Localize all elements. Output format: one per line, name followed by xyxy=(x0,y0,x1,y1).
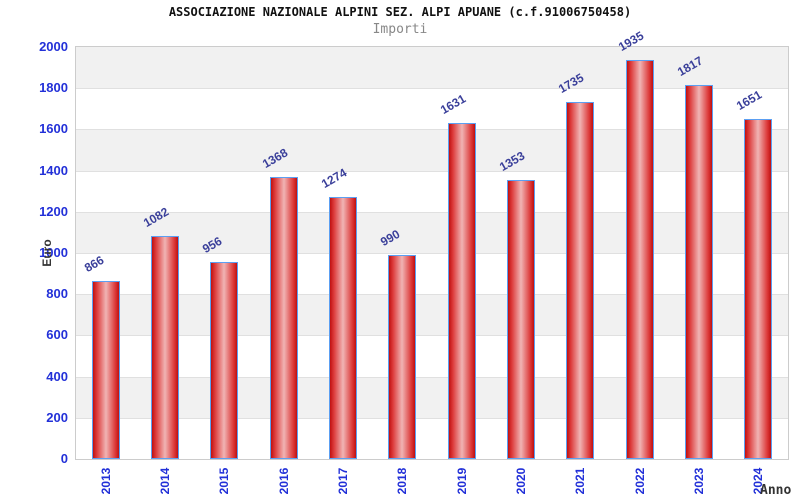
x-tick-2023: 2023 xyxy=(692,467,706,495)
x-tick-2021: 2021 xyxy=(573,467,587,495)
grid-band xyxy=(76,376,788,418)
grid-band xyxy=(76,253,788,295)
gridline xyxy=(76,377,788,378)
chart-title: ASSOCIAZIONE NAZIONALE ALPINI SEZ. ALPI … xyxy=(168,5,632,19)
grid-band xyxy=(76,170,788,212)
gridline xyxy=(76,171,788,172)
bar-2023 xyxy=(685,85,713,459)
y-tick-1200: 1200 xyxy=(39,204,68,219)
x-tick-2020: 2020 xyxy=(514,467,528,495)
x-tick-2016: 2016 xyxy=(277,467,291,495)
y-tick-1800: 1800 xyxy=(39,80,68,95)
x-tick-2017: 2017 xyxy=(336,467,350,495)
grid-band xyxy=(76,129,788,171)
x-tick-2015: 2015 xyxy=(217,467,231,495)
bar-2020 xyxy=(507,180,535,459)
grid-band xyxy=(76,335,788,377)
gridline xyxy=(76,129,788,130)
y-tick-2000: 2000 xyxy=(39,39,68,54)
bar-2014 xyxy=(151,236,179,459)
y-tick-1000: 1000 xyxy=(39,245,68,260)
grid-band xyxy=(76,294,788,336)
bar-2016 xyxy=(270,177,298,459)
bar-2021 xyxy=(566,102,594,459)
gridline xyxy=(76,212,788,213)
x-tick-2022: 2022 xyxy=(633,467,647,495)
x-tick-2018: 2018 xyxy=(395,467,409,495)
gridline xyxy=(76,253,788,254)
gridline xyxy=(76,335,788,336)
x-tick-2013: 2013 xyxy=(99,467,113,495)
y-tick-800: 800 xyxy=(46,286,68,301)
bar-2018 xyxy=(388,255,416,459)
bar-2019 xyxy=(448,123,476,459)
gridline xyxy=(76,418,788,419)
y-tick-1400: 1400 xyxy=(39,163,68,178)
y-axis-title: Euro xyxy=(40,239,54,267)
chart-subtitle: Importi xyxy=(372,22,428,37)
grid-band xyxy=(76,88,788,130)
y-tick-400: 400 xyxy=(46,369,68,384)
plot-area: 866 1082 956 1368 1274 990 1631 1353 1735 1935 181… xyxy=(75,29,789,460)
grid-band xyxy=(76,211,788,253)
y-tick-0: 0 xyxy=(60,451,68,466)
bar-2013 xyxy=(92,281,120,459)
x-tick-2014: 2014 xyxy=(158,467,172,495)
bar-2024 xyxy=(744,119,772,459)
y-tick-200: 200 xyxy=(46,410,68,425)
grid-band xyxy=(76,417,788,459)
x-tick-2019: 2019 xyxy=(455,467,469,495)
bar-2022 xyxy=(626,60,654,459)
y-tick-1600: 1600 xyxy=(39,121,68,136)
gridline xyxy=(76,88,788,89)
y-tick-600: 600 xyxy=(46,327,68,342)
bar-2017 xyxy=(329,197,357,459)
bar-2015 xyxy=(210,262,238,459)
x-axis-title: Anno xyxy=(760,483,792,498)
grid-band xyxy=(76,47,788,89)
gridline xyxy=(76,294,788,295)
